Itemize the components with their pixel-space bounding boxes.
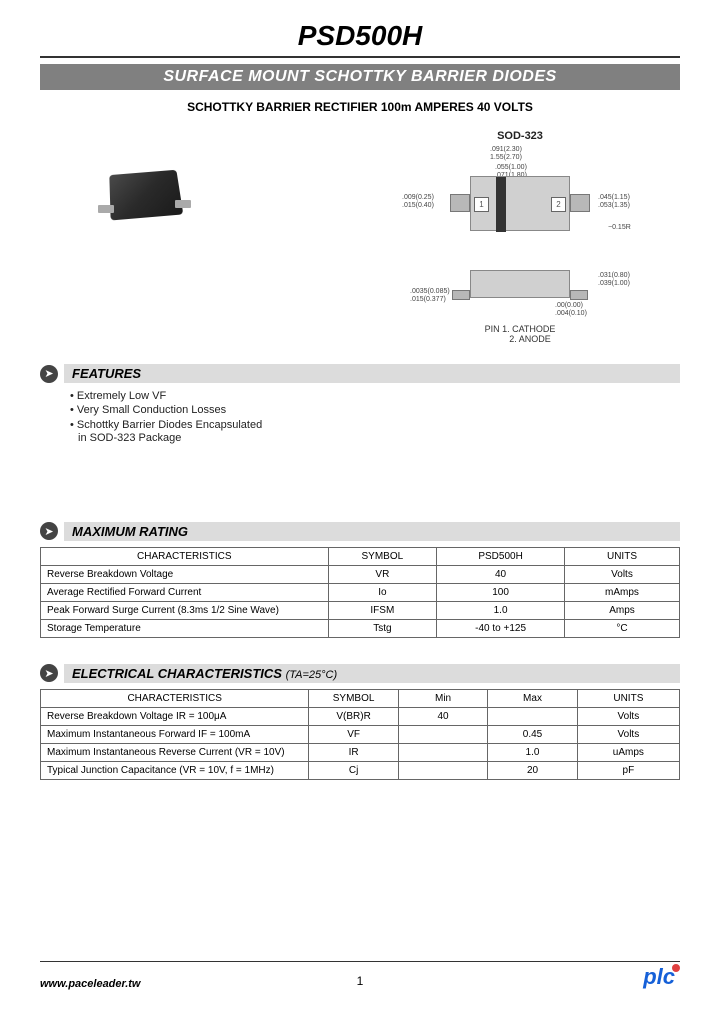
max-rating-table: CHARACTERISTICS SYMBOL PSD500H UNITS Rev… [40,547,680,638]
td: VR [328,565,437,583]
dim-foot: .00(0.00) .004(0.10) [555,302,587,317]
td: Io [328,583,437,601]
td: V(BR)R [309,707,398,725]
elec-label-text: ELECTRICAL CHARACTERISTICS [72,666,282,681]
td: 100 [437,583,565,601]
dim-r-note: −0.15R [608,224,631,232]
max-rating-header: ➤ MAXIMUM RATING [40,522,680,541]
brand-logo: plc [643,964,680,990]
table-row: Peak Forward Surge Current (8.3ms 1/2 Si… [41,601,680,619]
th: Min [398,689,487,707]
pin-1-marker: 1 [474,197,489,212]
td: pF [577,761,679,779]
feature-item: Extremely Low VF [70,389,680,403]
max-rating-label: MAXIMUM RATING [64,522,680,541]
th: UNITS [564,547,679,565]
th: CHARACTERISTICS [41,547,329,565]
td: Storage Temperature [41,619,329,637]
dim-width-outer: .091(2.30) 1.55(2.70) [490,146,522,161]
dim-lead-left: .009(0.25) .015(0.40) [402,194,434,209]
td: Volts [564,565,679,583]
td: -40 to +125 [437,619,565,637]
divider-top [40,56,680,58]
footer-url: www.paceleader.tw [40,978,140,990]
td: 1.0 [488,743,577,761]
dim-side-left: .0035(0.085) .015(0.377) [410,288,450,303]
th: SYMBOL [309,689,398,707]
elec-label: ELECTRICAL CHARACTERISTICS (TA=25°C) [64,664,680,683]
elec-header: ➤ ELECTRICAL CHARACTERISTICS (TA=25°C) [40,664,680,683]
td [398,725,487,743]
td [488,707,577,725]
td: °C [564,619,679,637]
feature-item: Schottky Barrier Diodes Encapsulated [70,418,680,432]
logo-text: plc [643,964,675,989]
arrow-icon: ➤ [40,365,58,383]
footer: www.paceleader.tw 1 plc [40,961,680,990]
dim-lead-right: .045(1.15) .053(1.35) [598,194,630,209]
td: 40 [437,565,565,583]
arrow-icon: ➤ [40,664,58,682]
package-label: SOD-323 [360,130,680,142]
td: Reverse Breakdown Voltage [41,565,329,583]
td [398,743,487,761]
feature-item-cont: in SOD-323 Package [78,432,680,444]
td: Tstg [328,619,437,637]
pin-legend: PIN 1. CATHODE 2. ANODE [360,324,680,344]
td: IR [309,743,398,761]
td: Volts [577,707,679,725]
feature-item: Very Small Conduction Losses [70,403,680,417]
table-row: Reverse Breakdown Voltage IR = 100μA V(B… [41,707,680,725]
td: 1.0 [437,601,565,619]
top-row: SOD-323 .091(2.30) 1.55(2.70) .055(1.00)… [40,130,680,344]
features-header: ➤ FEATURES [40,364,680,383]
td: Peak Forward Surge Current (8.3ms 1/2 Si… [41,601,329,619]
page-number: 1 [357,974,364,988]
td: Volts [577,725,679,743]
table-row: Maximum Instantaneous Forward IF = 100mA… [41,725,680,743]
table-row: Maximum Instantaneous Reverse Current (V… [41,743,680,761]
td: 0.45 [488,725,577,743]
elec-label-paren: (TA=25°C) [286,669,338,681]
td: mAmps [564,583,679,601]
part-number: PSD500H [40,20,680,52]
th: SYMBOL [328,547,437,565]
th: UNITS [577,689,679,707]
td: Reverse Breakdown Voltage IR = 100μA [41,707,309,725]
subtitle: SCHOTTKY BARRIER RECTIFIER 100m AMPERES … [40,100,680,114]
td: Average Rectified Forward Current [41,583,329,601]
td: 40 [398,707,487,725]
banner-title: SURFACE MOUNT SCHOTTKY BARRIER DIODES [40,64,680,90]
table-row: Storage Temperature Tstg -40 to +125 °C [41,619,680,637]
td: VF [309,725,398,743]
td: Cj [309,761,398,779]
td: Typical Junction Capacitance (VR = 10V, … [41,761,309,779]
table-row: Typical Junction Capacitance (VR = 10V, … [41,761,680,779]
table-header-row: CHARACTERISTICS SYMBOL PSD500H UNITS [41,547,680,565]
td: 20 [488,761,577,779]
features-list: Extremely Low VF Very Small Conduction L… [70,389,680,444]
arrow-icon: ➤ [40,522,58,540]
logo-dot-icon [672,964,680,972]
elec-table: CHARACTERISTICS SYMBOL Min Max UNITS Rev… [40,689,680,780]
pin-2-marker: 2 [551,197,566,212]
dim-side-right: .031(0.80) .039(1.00) [598,272,630,287]
td: Maximum Instantaneous Forward IF = 100mA [41,725,309,743]
th: Max [488,689,577,707]
table-row: Reverse Breakdown Voltage VR 40 Volts [41,565,680,583]
th: CHARACTERISTICS [41,689,309,707]
features-label: FEATURES [64,364,680,383]
table-header-row: CHARACTERISTICS SYMBOL Min Max UNITS [41,689,680,707]
package-diagram: SOD-323 .091(2.30) 1.55(2.70) .055(1.00)… [360,130,680,344]
component-photo [90,160,200,230]
td: uAmps [577,743,679,761]
table-row: Average Rectified Forward Current Io 100… [41,583,680,601]
td: Amps [564,601,679,619]
td: IFSM [328,601,437,619]
td: Maximum Instantaneous Reverse Current (V… [41,743,309,761]
td [398,761,487,779]
th: PSD500H [437,547,565,565]
